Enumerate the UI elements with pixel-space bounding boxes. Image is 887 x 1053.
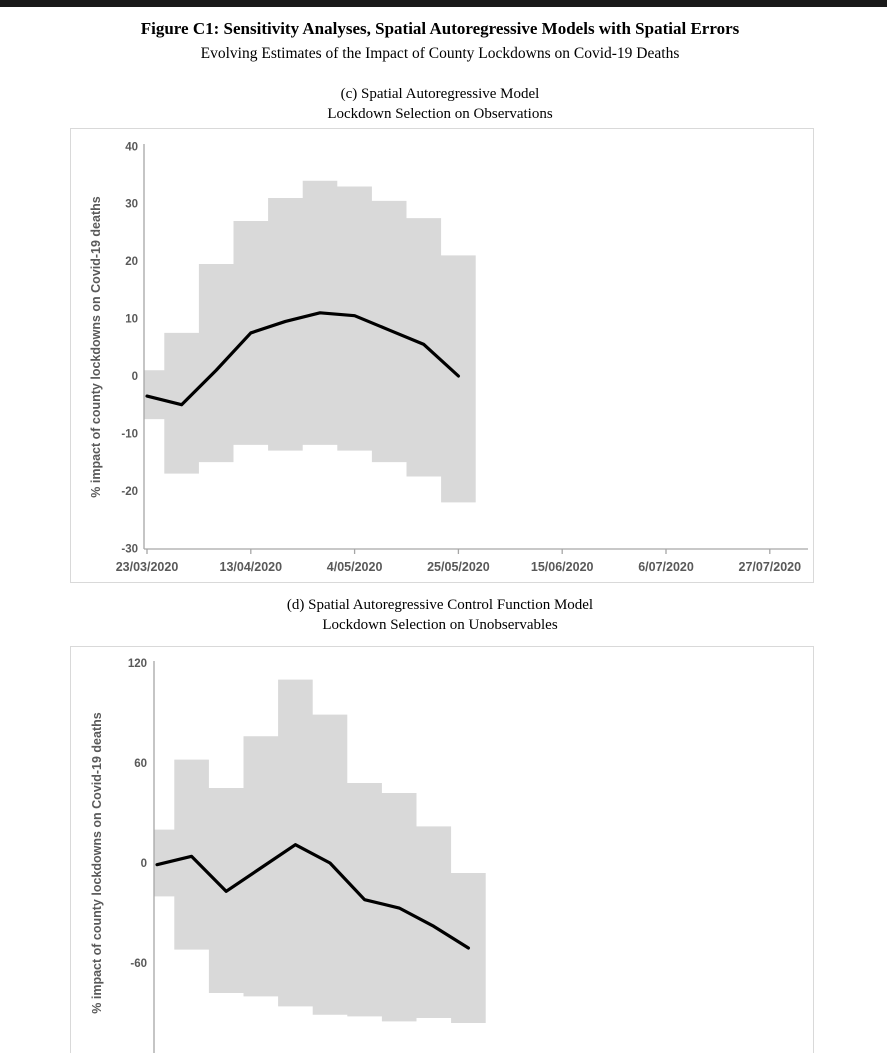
panel-d-title-line2: Lockdown Selection on Unobservables	[322, 617, 558, 633]
estimate-line	[145, 311, 460, 407]
y-tick-label: 0	[132, 371, 138, 383]
x-tick-label: 25/05/2020	[427, 560, 490, 574]
x-tick-label: 27/07/2020	[739, 560, 802, 574]
page-top-edge-bar	[0, 0, 887, 7]
y-tick-label: 120	[128, 658, 147, 670]
y-axis-title: % impact of county lockdowns on Covid-19…	[90, 712, 104, 1013]
y-axis-title: % impact of county lockdowns on Covid-19…	[89, 196, 103, 497]
x-tick-label: 15/06/2020	[531, 560, 594, 574]
estimate-line	[155, 843, 470, 950]
y-tick-label: -20	[121, 486, 138, 498]
chart-c-canvas: 23/03/2020 13/04/2020 4/05/2020 25/05/2020 1…	[89, 141, 808, 574]
chart-c-frame: 23/03/2020 13/04/2020 4/05/2020 25/05/2020 1…	[70, 128, 814, 583]
figure-subtitle: Evolving Estimates of the Impact of Coun…	[200, 45, 680, 62]
panel-c-title-line2: Lockdown Selection on Observations	[327, 106, 553, 122]
confidence-band	[154, 679, 486, 1024]
y-tick-label: -10	[121, 428, 138, 440]
panel-c-title-line1: (c) Spatial Autoregressive Model	[340, 86, 540, 102]
y-tick-label: 40	[125, 141, 138, 153]
confidence-band	[144, 180, 476, 503]
y-tick-label: 30	[125, 199, 138, 211]
y-tick-label: 60	[134, 758, 147, 770]
y-tick-label: -60	[130, 958, 147, 970]
y-tick-label: 20	[125, 256, 138, 268]
x-tick-label: 4/05/2020	[327, 560, 383, 574]
y-tick-label: 0	[141, 858, 147, 870]
x-tick-label: 6/07/2020	[638, 560, 694, 574]
x-tick-label: 23/03/2020	[116, 560, 179, 574]
figure-title: Figure C1: Sensitivity Analyses, Spatial…	[140, 19, 740, 38]
y-tick-label: -30	[121, 543, 138, 555]
y-tick-label: 10	[125, 314, 138, 326]
chart-d-canvas: 120 60 0 -60 % impact of county lockdowns on…	[90, 658, 486, 1053]
chart-d-frame: 120 60 0 -60 % impact of county lockdowns on…	[70, 646, 814, 1053]
panel-d-title-line1: (d) Spatial Autoregressive Control Funct…	[286, 597, 594, 613]
x-tick-label: 13/04/2020	[220, 560, 283, 574]
